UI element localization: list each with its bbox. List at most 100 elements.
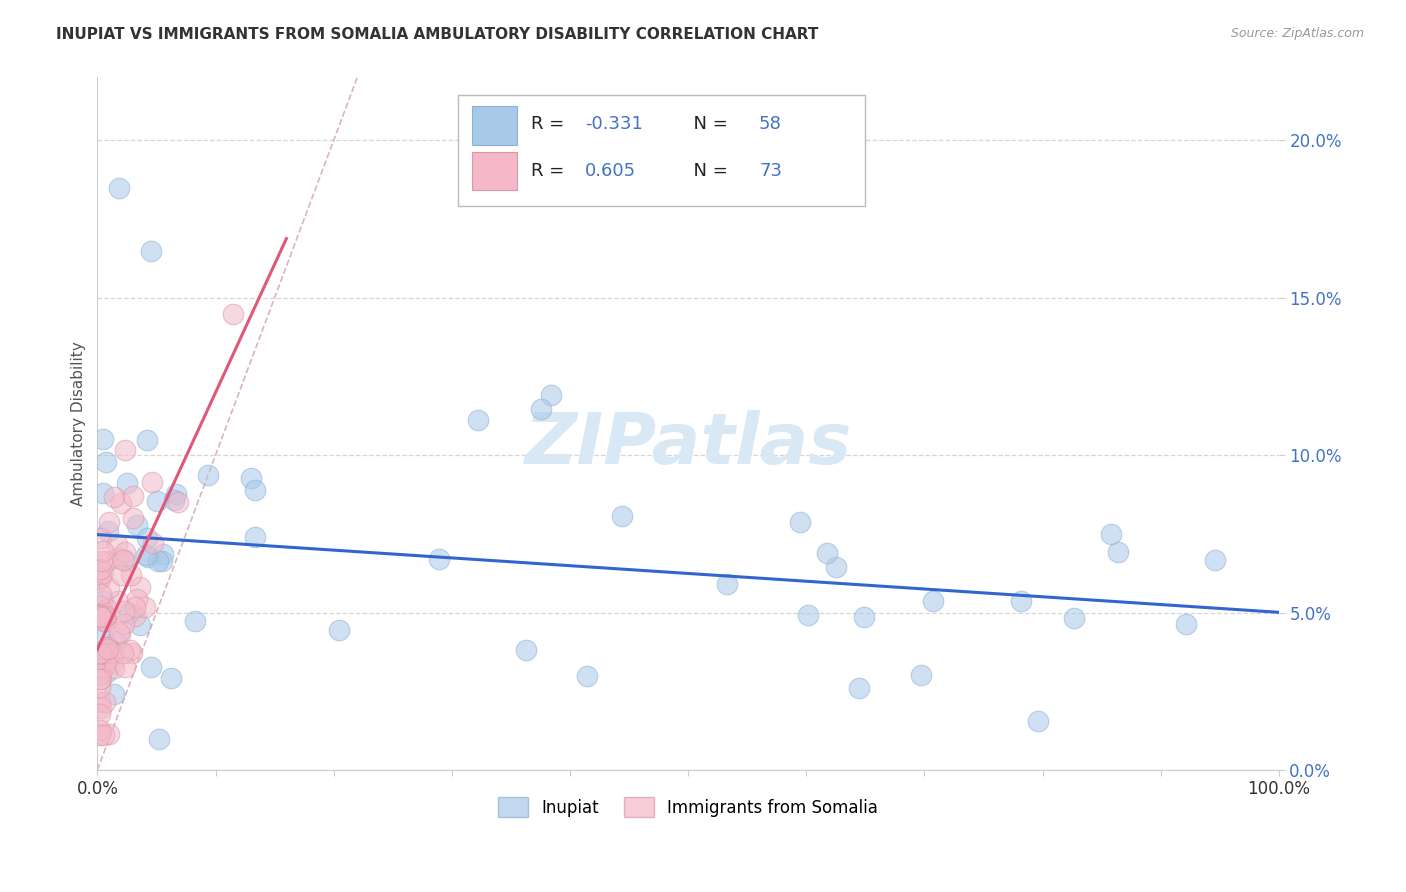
Immigrants from Somalia	[89, 562, 111, 576]
Immigrants from Somalia	[90, 587, 112, 601]
Immigrants from Somalia	[96, 640, 118, 655]
Immigrants from Somalia	[142, 536, 165, 550]
Immigrants from Somalia	[96, 554, 118, 568]
Inupiat	[467, 413, 489, 427]
Immigrants from Somalia	[97, 515, 120, 529]
Immigrants from Somalia	[121, 646, 143, 660]
Inupiat	[575, 669, 598, 683]
Inupiat	[1099, 527, 1122, 541]
Inupiat	[515, 643, 537, 657]
Inupiat	[129, 618, 152, 632]
Immigrants from Somalia	[96, 601, 118, 615]
Immigrants from Somalia	[97, 641, 120, 656]
Immigrants from Somalia	[89, 667, 111, 681]
Inupiat	[148, 731, 170, 746]
Immigrants from Somalia	[89, 646, 111, 660]
Text: 58: 58	[759, 115, 782, 133]
Text: -0.331: -0.331	[585, 115, 643, 133]
Inupiat	[1063, 611, 1085, 625]
Immigrants from Somalia	[91, 610, 114, 624]
Inupiat	[91, 485, 114, 500]
FancyBboxPatch shape	[458, 95, 865, 205]
Immigrants from Somalia	[222, 307, 245, 321]
Inupiat	[107, 180, 129, 194]
Immigrants from Somalia	[91, 566, 114, 581]
Inupiat	[427, 552, 450, 566]
Immigrants from Somalia	[91, 544, 114, 558]
Inupiat	[921, 594, 943, 608]
Inupiat	[530, 401, 553, 416]
Immigrants from Somalia	[107, 594, 129, 608]
Immigrants from Somalia	[91, 614, 114, 628]
Inupiat	[165, 487, 187, 501]
Immigrants from Somalia	[110, 496, 132, 510]
Inupiat	[104, 634, 127, 648]
Inupiat	[243, 530, 266, 544]
Inupiat	[796, 607, 818, 622]
Immigrants from Somalia	[89, 599, 111, 613]
Text: 0.605: 0.605	[585, 162, 637, 180]
Immigrants from Somalia	[101, 655, 124, 669]
Immigrants from Somalia	[89, 572, 111, 586]
Inupiat	[610, 508, 633, 523]
Inupiat	[162, 493, 184, 508]
Inupiat	[91, 631, 114, 645]
Immigrants from Somalia	[96, 615, 118, 629]
Inupiat	[136, 434, 159, 448]
Immigrants from Somalia	[124, 599, 146, 614]
Inupiat	[1026, 714, 1049, 728]
Immigrants from Somalia	[101, 646, 124, 660]
Immigrants from Somalia	[89, 680, 111, 694]
Immigrants from Somalia	[90, 672, 112, 686]
Immigrants from Somalia	[98, 727, 121, 741]
Immigrants from Somalia	[114, 442, 136, 457]
Inupiat	[825, 560, 848, 574]
Inupiat	[183, 614, 205, 628]
Immigrants from Somalia	[110, 567, 132, 582]
Immigrants from Somalia	[96, 646, 118, 660]
Immigrants from Somalia	[108, 626, 131, 640]
Text: ZIPatlas: ZIPatlas	[524, 410, 852, 479]
Immigrants from Somalia	[94, 695, 117, 709]
Immigrants from Somalia	[93, 729, 115, 743]
Text: R =: R =	[531, 115, 569, 133]
Inupiat	[328, 623, 350, 637]
Immigrants from Somalia	[114, 659, 136, 673]
Immigrants from Somalia	[89, 695, 111, 709]
Immigrants from Somalia	[90, 531, 112, 545]
Inupiat	[96, 665, 118, 679]
Immigrants from Somalia	[90, 701, 112, 715]
Inupiat	[146, 493, 169, 508]
Inupiat	[135, 548, 157, 562]
Inupiat	[115, 475, 138, 490]
Inupiat	[118, 606, 141, 620]
Immigrants from Somalia	[122, 489, 145, 503]
Immigrants from Somalia	[120, 568, 142, 582]
Immigrants from Somalia	[97, 653, 120, 667]
Text: N =: N =	[682, 115, 734, 133]
Immigrants from Somalia	[122, 511, 145, 525]
Inupiat	[136, 550, 159, 565]
Immigrants from Somalia	[125, 592, 148, 607]
Text: 73: 73	[759, 162, 782, 180]
Inupiat	[852, 610, 875, 624]
Inupiat	[540, 388, 562, 402]
Immigrants from Somalia	[90, 554, 112, 568]
Inupiat	[1107, 545, 1129, 559]
Inupiat	[146, 554, 169, 568]
Immigrants from Somalia	[103, 490, 125, 504]
Inupiat	[125, 518, 148, 533]
Inupiat	[96, 455, 118, 469]
Inupiat	[815, 546, 838, 560]
Inupiat	[848, 681, 870, 695]
Immigrants from Somalia	[89, 672, 111, 686]
Inupiat	[103, 687, 125, 701]
Inupiat	[240, 470, 263, 484]
Immigrants from Somalia	[97, 582, 120, 596]
Inupiat	[197, 468, 219, 483]
Immigrants from Somalia	[128, 580, 150, 594]
Immigrants from Somalia	[107, 550, 129, 565]
Immigrants from Somalia	[112, 603, 135, 617]
Immigrants from Somalia	[89, 571, 111, 585]
Immigrants from Somalia	[111, 553, 134, 567]
